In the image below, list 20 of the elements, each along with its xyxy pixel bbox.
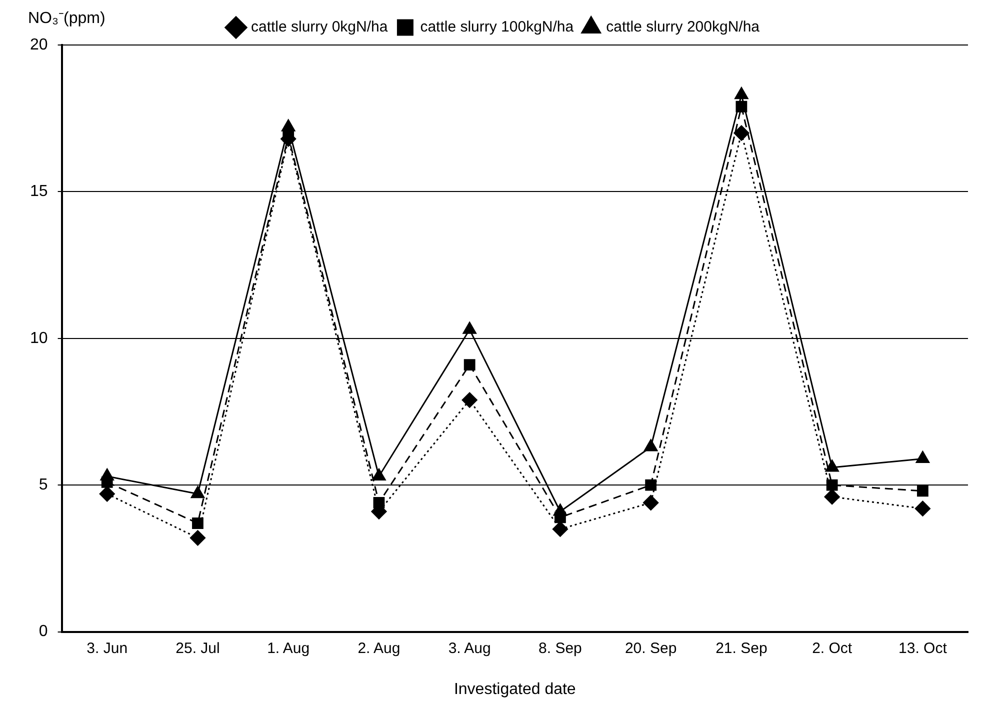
x-tick-label: 21. Sep (716, 640, 768, 657)
x-tick-label: 2. Oct (812, 640, 853, 657)
x-tick-label: 13. Oct (898, 640, 948, 657)
x-tick-label: 1. Aug (267, 640, 310, 657)
x-tick-label: 2. Aug (358, 640, 400, 657)
x-tick-label: 3. Aug (448, 640, 491, 657)
x-tick-label: 3. Jun (86, 640, 128, 657)
x-tick-label: 20. Sep (624, 640, 677, 657)
y-tick-label: 0 (38, 623, 48, 640)
x-tick-label: 25. Jul (176, 640, 220, 657)
y-tick-label: 15 (30, 183, 48, 200)
x-tick-label: 8. Sep (538, 640, 582, 657)
y-tick-label: 20 (30, 36, 48, 54)
y-tick-label: 5 (38, 476, 48, 494)
legend-label: cattle slurry 0kgN/ha (250, 18, 388, 36)
legend-label: cattle slurry 100kgN/ha (420, 18, 574, 36)
x-axis-title: Investigated date (454, 680, 576, 698)
legend-label: cattle slurry 200kgN/ha (606, 18, 760, 36)
y-axis-title: NO₃⁻(ppm) (28, 9, 106, 28)
y-tick-label: 10 (30, 330, 48, 347)
